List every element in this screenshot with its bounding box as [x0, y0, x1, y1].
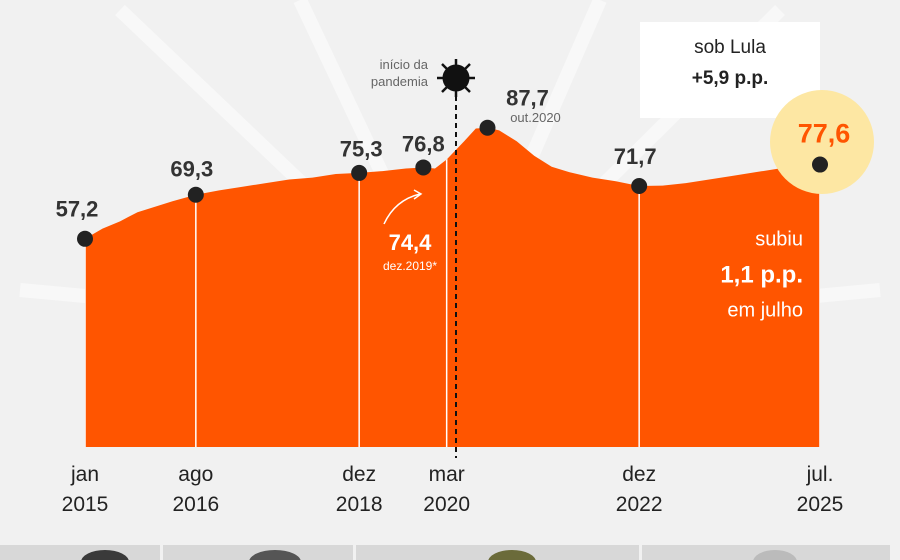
annotation-arrowhead: [413, 189, 423, 200]
data-point: [812, 156, 828, 173]
change-note: em julho: [727, 299, 803, 321]
annotation-value: 74,4: [389, 230, 433, 255]
x-tick-label: dez 2018: [336, 463, 383, 516]
x-tick-label: mar 2020: [423, 463, 470, 516]
value-label: 77,6: [798, 119, 851, 149]
change-note: subiu: [755, 228, 803, 250]
area: [85, 127, 820, 447]
data-point: [631, 178, 648, 195]
annotation-date: dez.2019*: [383, 259, 437, 273]
value-label: 87,7: [506, 86, 549, 111]
x-tick-label: jan 2015: [62, 463, 109, 516]
data-point: [415, 159, 432, 176]
date-label: out.2020: [510, 110, 561, 125]
data-point: [77, 230, 93, 247]
value-label: 75,3: [340, 137, 383, 162]
value-label: 69,3: [170, 157, 213, 182]
lula-title: sob Lula: [694, 37, 766, 58]
value-label: 76,8: [402, 131, 445, 156]
highlight-halo: [770, 90, 874, 194]
data-point: [187, 186, 204, 203]
lula-text: +5,9 p.p.: [692, 68, 769, 89]
virus-icon: [437, 59, 475, 97]
change-note: 1,1 p.p.: [720, 261, 803, 288]
x-tick-label: ago 2016: [172, 463, 219, 516]
annotation-arrow: [383, 193, 421, 225]
value-label: 57,2: [56, 197, 99, 222]
x-tick-label: jul. 2025: [797, 463, 844, 516]
value-label: 71,7: [614, 144, 657, 169]
pandemic-label: início da pandemia: [371, 57, 429, 89]
data-point: [479, 119, 496, 136]
data-point: [351, 164, 368, 181]
photo-strip: [0, 545, 890, 560]
x-tick-label: dez 2022: [616, 463, 663, 516]
